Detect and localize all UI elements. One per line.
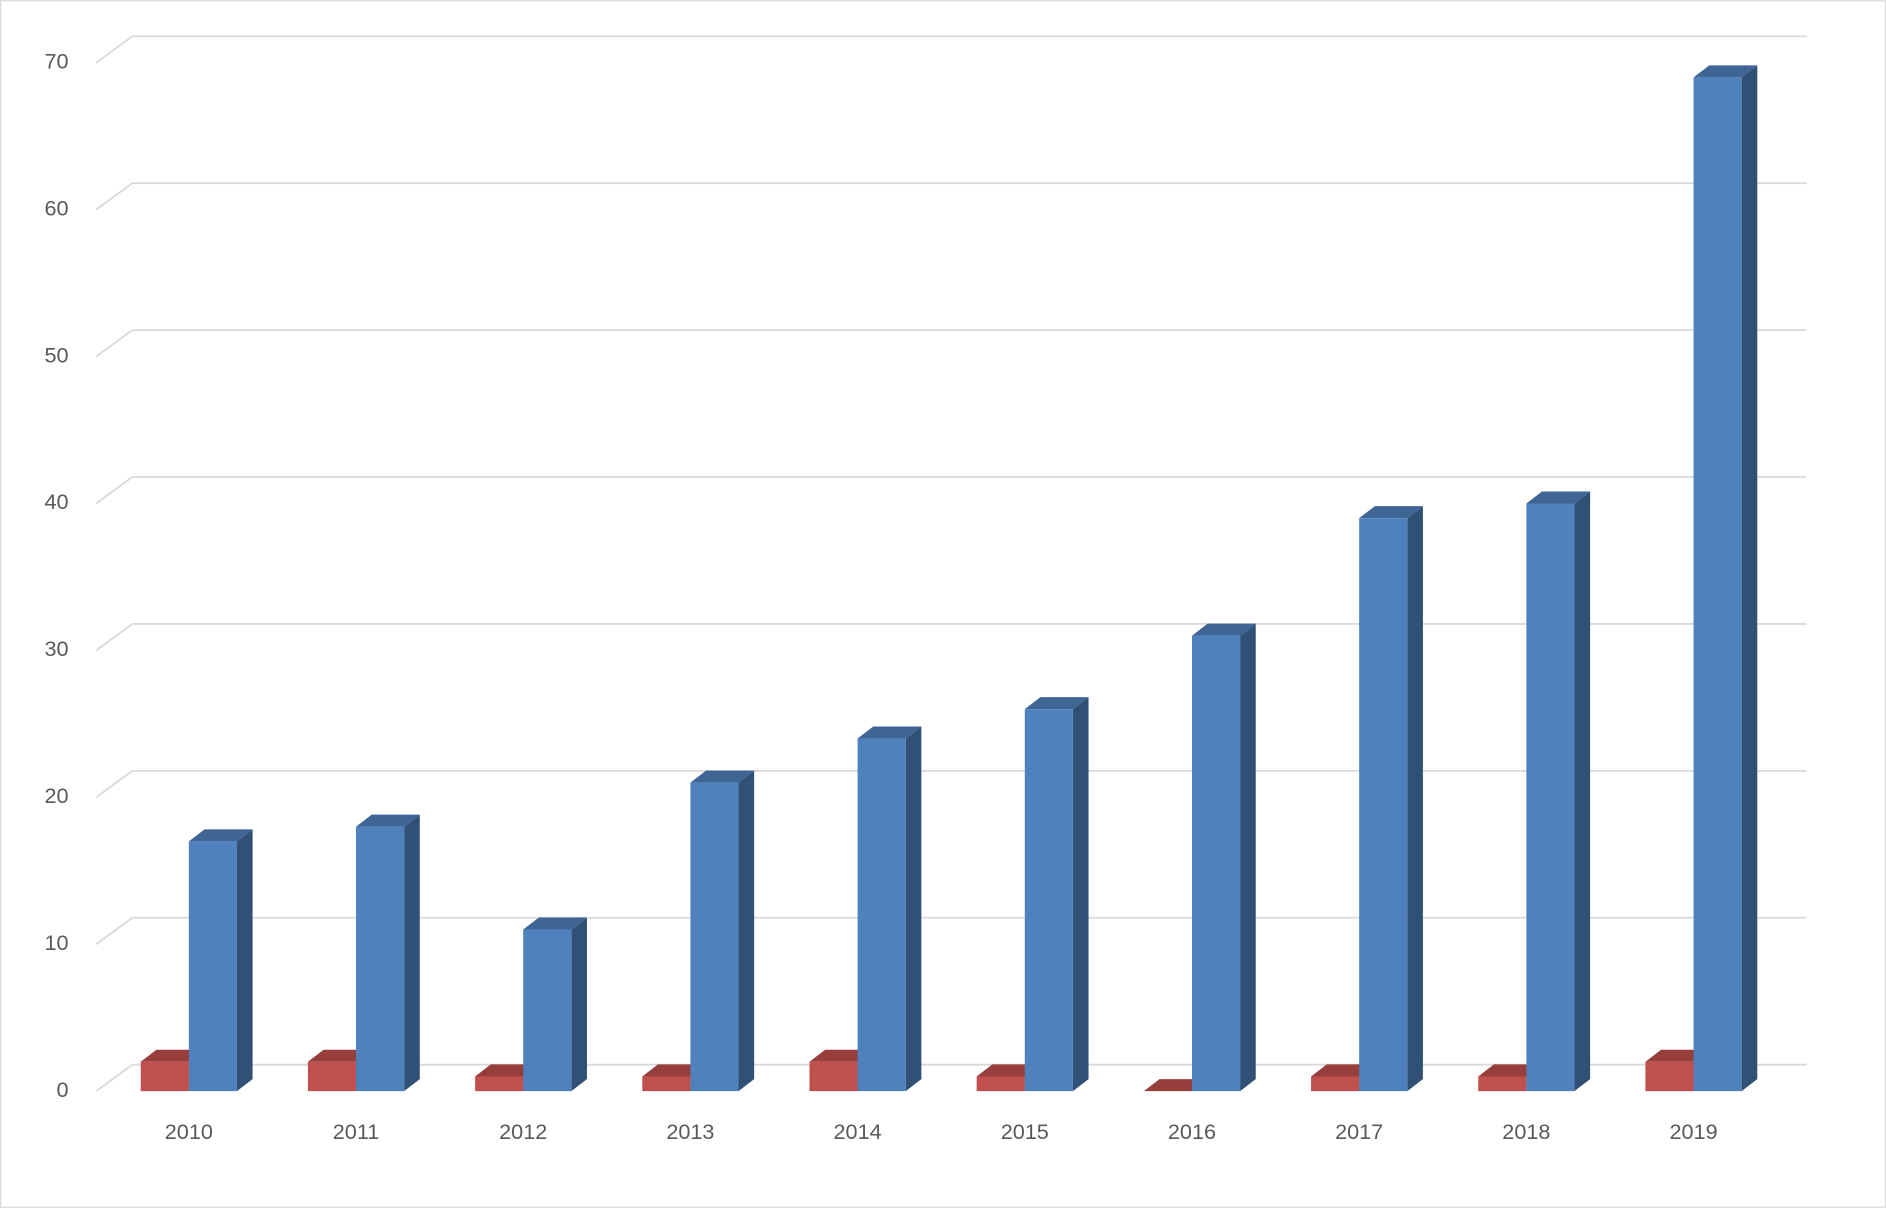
x-tick-label: 2013 [666, 1119, 714, 1144]
bar-top [1143, 1079, 1208, 1092]
x-tick-label: 2017 [1335, 1119, 1383, 1144]
bar-side [738, 770, 755, 1092]
bar-top [1024, 697, 1089, 710]
grid-line-side [95, 770, 133, 799]
x-tick-label: 2011 [333, 1119, 380, 1144]
bar-top [1645, 1049, 1710, 1062]
bar-top [809, 1049, 874, 1062]
bar-side [1741, 65, 1758, 1092]
x-tick-label: 2016 [1168, 1119, 1216, 1144]
bar [642, 1076, 691, 1092]
x-tick-label: 2019 [1669, 1119, 1717, 1144]
grid-line-side [95, 623, 133, 652]
bar-top [1693, 65, 1758, 78]
bar [356, 826, 405, 1092]
x-tick-label: 2015 [1001, 1119, 1049, 1144]
bar [690, 782, 739, 1092]
bar [307, 1061, 357, 1092]
x-tick-label: 2012 [499, 1119, 547, 1144]
bar-top [140, 1049, 205, 1062]
grid-line-side [95, 1063, 133, 1092]
grid-line-side [95, 917, 133, 945]
bar-top [642, 1064, 707, 1077]
x-tick-label: 2010 [165, 1119, 213, 1144]
bar-top [1526, 491, 1591, 504]
bar-top [1478, 1064, 1542, 1077]
grid-line-side [95, 35, 133, 64]
bar [523, 929, 572, 1092]
y-tick-label: 60 [44, 195, 68, 220]
y-tick-label: 40 [44, 489, 68, 514]
bar [976, 1076, 1025, 1092]
bar-side [1072, 697, 1089, 1092]
bar-top [1359, 506, 1423, 519]
y-tick-label: 30 [44, 636, 68, 661]
bar [188, 841, 237, 1092]
bar-top [1311, 1064, 1375, 1077]
bar-top [857, 726, 922, 739]
bar-top [307, 1049, 372, 1062]
bar-top [188, 829, 253, 842]
bar [475, 1076, 524, 1092]
y-tick-label: 20 [44, 783, 68, 808]
bar [857, 738, 906, 1092]
x-tick-label: 2014 [834, 1119, 882, 1144]
y-tick-label: 10 [44, 930, 68, 955]
bar [1311, 1076, 1360, 1092]
y-tick-label: 70 [44, 48, 68, 73]
grid-line-side [95, 329, 133, 358]
bar-side [1407, 506, 1423, 1092]
bar-top [356, 814, 420, 827]
bar-side [1240, 623, 1256, 1092]
bar [1693, 77, 1742, 1092]
bar [1024, 709, 1073, 1092]
grid-line-side [95, 182, 133, 211]
bar [1191, 635, 1241, 1092]
x-tick-label: 2018 [1502, 1119, 1550, 1144]
bar-side [236, 829, 253, 1092]
bar-side [1574, 491, 1591, 1092]
bar-side [404, 814, 420, 1092]
bar [809, 1061, 858, 1092]
bar [1359, 518, 1408, 1092]
y-tick-label: 50 [44, 342, 68, 367]
bar-top [690, 770, 755, 783]
bar-top [475, 1064, 539, 1077]
bar-side [571, 917, 587, 1092]
bar [1645, 1061, 1694, 1092]
bar-top [523, 917, 587, 930]
grid-line-side [95, 476, 133, 505]
bar-top [976, 1064, 1041, 1077]
bar [140, 1061, 189, 1092]
bar-side [905, 726, 922, 1092]
bar [1526, 503, 1575, 1092]
bar [1478, 1076, 1527, 1092]
y-tick-label: 0 [57, 1077, 69, 1102]
bar-top [1191, 623, 1256, 636]
